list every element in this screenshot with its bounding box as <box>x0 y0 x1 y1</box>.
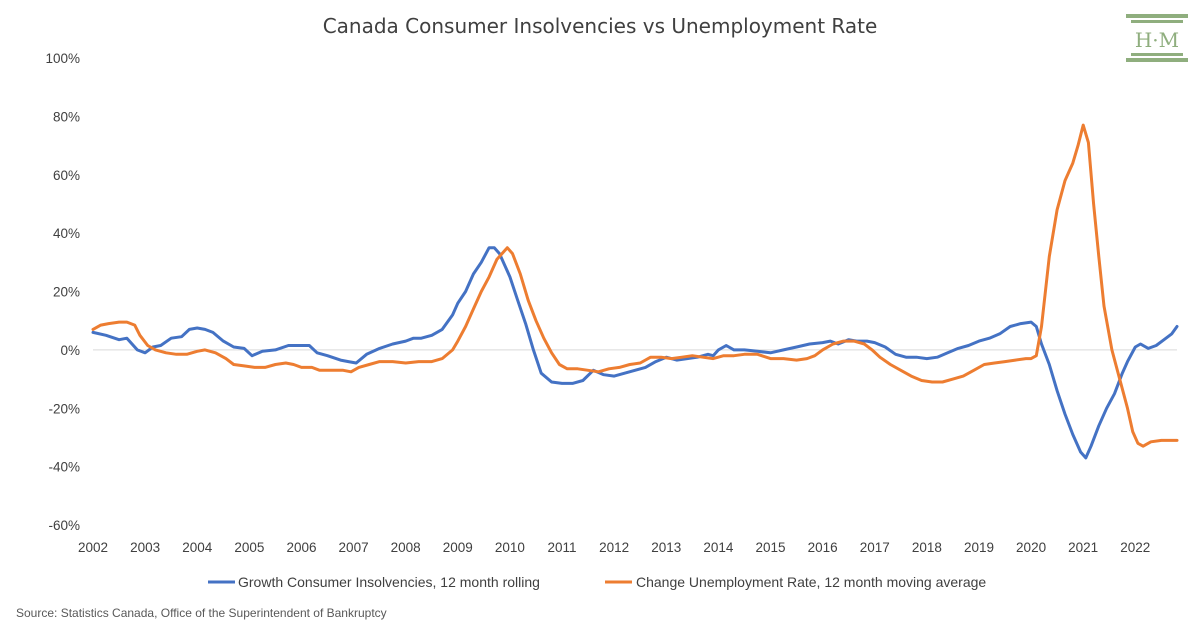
series-line-unemployment <box>91 123 1179 448</box>
x-tick-label: 2006 <box>286 540 316 555</box>
y-tick-label: 0% <box>60 343 80 358</box>
y-tick-label: 20% <box>53 285 80 300</box>
x-tick-label: 2007 <box>339 540 369 555</box>
x-tick-label: 2021 <box>1068 540 1098 555</box>
y-axis-tick-labels: -60% -40% -20% 0% 20% 40% 60% 80% 100% <box>45 51 80 533</box>
y-tick-label: 60% <box>53 168 80 183</box>
series-line-insolvencies <box>91 246 1179 460</box>
y-tick-label: -20% <box>48 401 80 416</box>
y-tick-label: -60% <box>48 518 80 533</box>
y-tick-label: -40% <box>48 460 80 475</box>
logo-text: H·M <box>1135 28 1179 52</box>
legend-label-unemployment: Change Unemployment Rate, 12 month movin… <box>636 574 986 590</box>
x-tick-label: 2016 <box>808 540 838 555</box>
x-tick-label: 2018 <box>912 540 942 555</box>
x-tick-label: 2017 <box>860 540 890 555</box>
x-tick-label: 2008 <box>391 540 421 555</box>
series-lines <box>91 123 1179 460</box>
chart-title: Canada Consumer Insolvencies vs Unemploy… <box>323 14 878 38</box>
y-tick-label: 80% <box>53 109 80 124</box>
x-tick-label: 2009 <box>443 540 473 555</box>
x-tick-label: 2012 <box>599 540 629 555</box>
source-note: Source: Statistics Canada, Office of the… <box>16 606 387 620</box>
x-tick-label: 2004 <box>182 540 213 555</box>
x-tick-label: 2020 <box>1016 540 1046 555</box>
legend: Growth Consumer Insolvencies, 12 month r… <box>208 574 986 590</box>
x-tick-label: 2005 <box>234 540 264 555</box>
x-tick-label: 2010 <box>495 540 525 555</box>
x-tick-label: 2015 <box>755 540 785 555</box>
legend-label-insolvencies: Growth Consumer Insolvencies, 12 month r… <box>238 574 540 590</box>
y-tick-label: 100% <box>45 51 80 66</box>
x-tick-label: 2014 <box>703 540 734 555</box>
y-tick-label: 40% <box>53 226 80 241</box>
x-axis-tick-labels: 2002 2003 2004 2005 2006 2007 2008 2009 2010 2011… <box>78 540 1150 555</box>
x-tick-label: 2019 <box>964 540 994 555</box>
x-tick-label: 2003 <box>130 540 160 555</box>
x-tick-label: 2022 <box>1120 540 1150 555</box>
x-tick-label: 2011 <box>548 540 577 555</box>
x-tick-label: 2013 <box>651 540 681 555</box>
hm-logo: H·M <box>1126 14 1188 62</box>
x-tick-label: 2002 <box>78 540 108 555</box>
